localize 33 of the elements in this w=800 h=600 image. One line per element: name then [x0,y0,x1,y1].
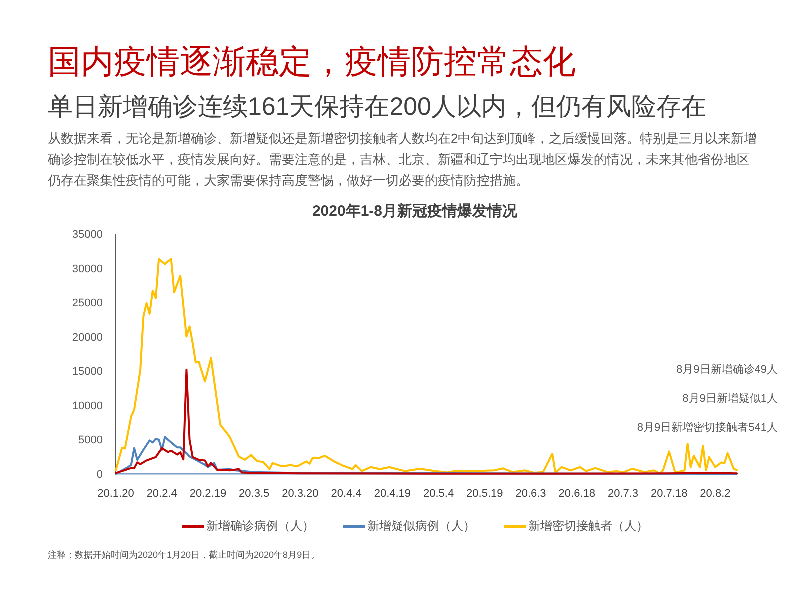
annotation: 8月9日新增确诊49人 [676,362,778,377]
y-tick-label: 35000 [72,229,103,241]
x-tick-label: 20.2.19 [190,488,227,500]
y-tick-label: 5000 [78,434,103,447]
annotation: 从数据来看，无论是新增确诊、新增疑似还是新增密切接触者人数均在2中旬达到顶峰，之后缓慢回落。特别是三月以来新增确诊控制在较低水平，疫情发展向好。需要注意的是，吉林、北京、新疆和辽宁均出现地区爆发的情况，未来其他省份地区仍存在聚集性疫情的可能，大家需要保持高度警惕，做好一切必要的疫情防控措施。 [48,130,758,190]
y-tick-label: 30000 [72,263,103,276]
annotation: 8月9日新增密切接触者541人 [637,420,778,435]
x-tick-label: 20.1.20 [98,488,134,500]
subtitle: 单日新增确诊连续161天保持在200人以内，但仍有风险存在 [48,92,706,123]
legend-label: 新增疑似病例（人） [366,518,476,535]
annotation: 注释：数据开始时间为2020年1月20日，截止时间为2020年8月9日。 [48,549,320,562]
x-tick-label: 20.5.19 [466,488,504,500]
x-tick-label: 20.8.2 [700,488,731,500]
x-tick-label: 20.3.20 [282,488,319,500]
chart-heading: 2020年1-8月新冠疫情爆发情况 [311,202,519,221]
title: 国内疫情逐渐稳定，疫情防控常态化 [48,42,576,82]
y-tick-label: 25000 [72,298,103,310]
x-tick-label: 20.6.18 [558,488,596,500]
x-tick-label: 20.4.4 [331,488,362,500]
x-tick-label: 20.3.5 [239,488,270,500]
y-tick-label: 15000 [72,366,103,378]
x-tick-label: 20.4.19 [374,488,412,500]
legend-label: 新增密切接触者（人） [528,518,648,535]
annotation: 8月9日新增疑似1人 [682,392,778,406]
y-tick-label: 20000 [72,332,103,344]
x-tick-label: 20.6.3 [516,488,546,500]
x-tick-label: 20.7.18 [651,488,688,500]
x-tick-label: 20.2.4 [146,488,178,500]
legend-label: 新增确诊病例（人） [206,518,314,535]
y-tick-label: 10000 [72,400,103,412]
x-tick-label: 20.5.4 [424,488,454,500]
y-tick-label: 0 [96,469,103,481]
x-tick-label: 20.7.3 [608,488,639,500]
